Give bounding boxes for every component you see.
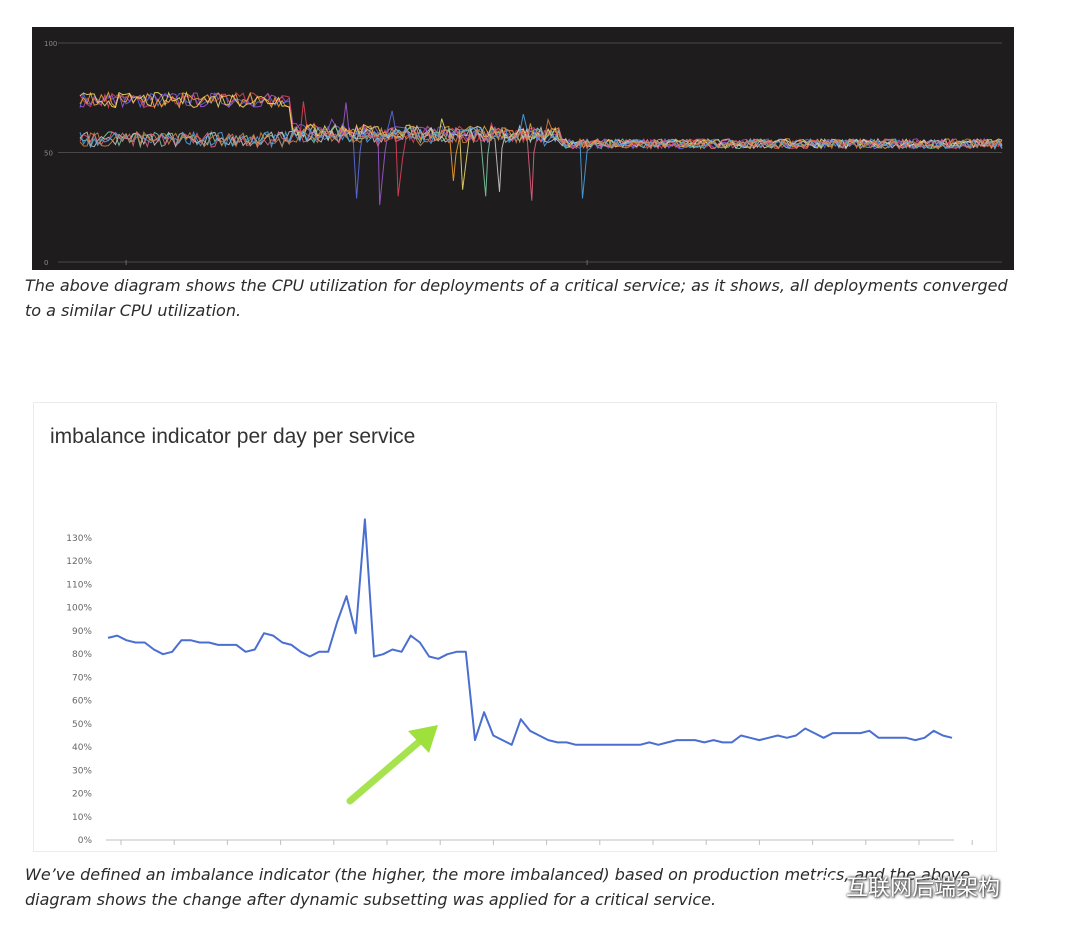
- cpu-series-line: [79, 126, 1003, 201]
- cpu-utilization-plot: 100 50 0: [44, 40, 1003, 267]
- imbalance-indicator-plot: 130% 120% 110% 100% 90% 80% 70% 60% 50% 40% 30% 20%…: [66, 518, 973, 846]
- y-tick-label: 100: [44, 40, 57, 48]
- y-tick-label: 40%: [72, 743, 92, 753]
- y-tick-label: 60%: [72, 697, 92, 707]
- y-tick-label: 70%: [72, 673, 92, 683]
- y-tick-label: 10%: [72, 813, 92, 823]
- y-tick-label: 130%: [66, 534, 92, 544]
- y-tick-label: 50: [44, 150, 53, 158]
- y-tick-label: 0%: [78, 836, 93, 846]
- imbalance-indicator-chart: imbalance indicator per day per service …: [33, 402, 997, 852]
- cpu-series-line: [79, 113, 1003, 199]
- y-tick-label: 100%: [66, 604, 92, 614]
- y-tick-label: 30%: [72, 766, 92, 776]
- imbalance-series-line: [107, 518, 953, 746]
- cpu-series-line: [79, 117, 1003, 150]
- cpu-series-line: [79, 92, 1003, 206]
- green-arrow-annotation: [346, 725, 438, 805]
- y-tick-label: 120%: [66, 557, 92, 567]
- y-tick-label: 110%: [66, 580, 92, 590]
- y-tick-label: 20%: [72, 790, 92, 800]
- watermark-text: 互联网后端架构: [846, 876, 1001, 901]
- y-tick-label: 90%: [72, 627, 92, 637]
- cpu-chart-caption: The above diagram shows the CPU utilizat…: [25, 276, 1008, 320]
- imbalance-chart-caption: We’ve defined an imbalance indicator (th…: [25, 865, 971, 909]
- watermark: 互联网后端架构: [812, 870, 1000, 902]
- wechat-icon: [813, 875, 839, 896]
- chart-title: imbalance indicator per day per service: [50, 425, 416, 448]
- cpu-utilization-chart: 100 50 0: [32, 27, 1014, 270]
- y-tick-label: 80%: [72, 650, 92, 660]
- y-tick-label: 50%: [72, 720, 92, 730]
- y-tick-label: 0: [44, 259, 48, 267]
